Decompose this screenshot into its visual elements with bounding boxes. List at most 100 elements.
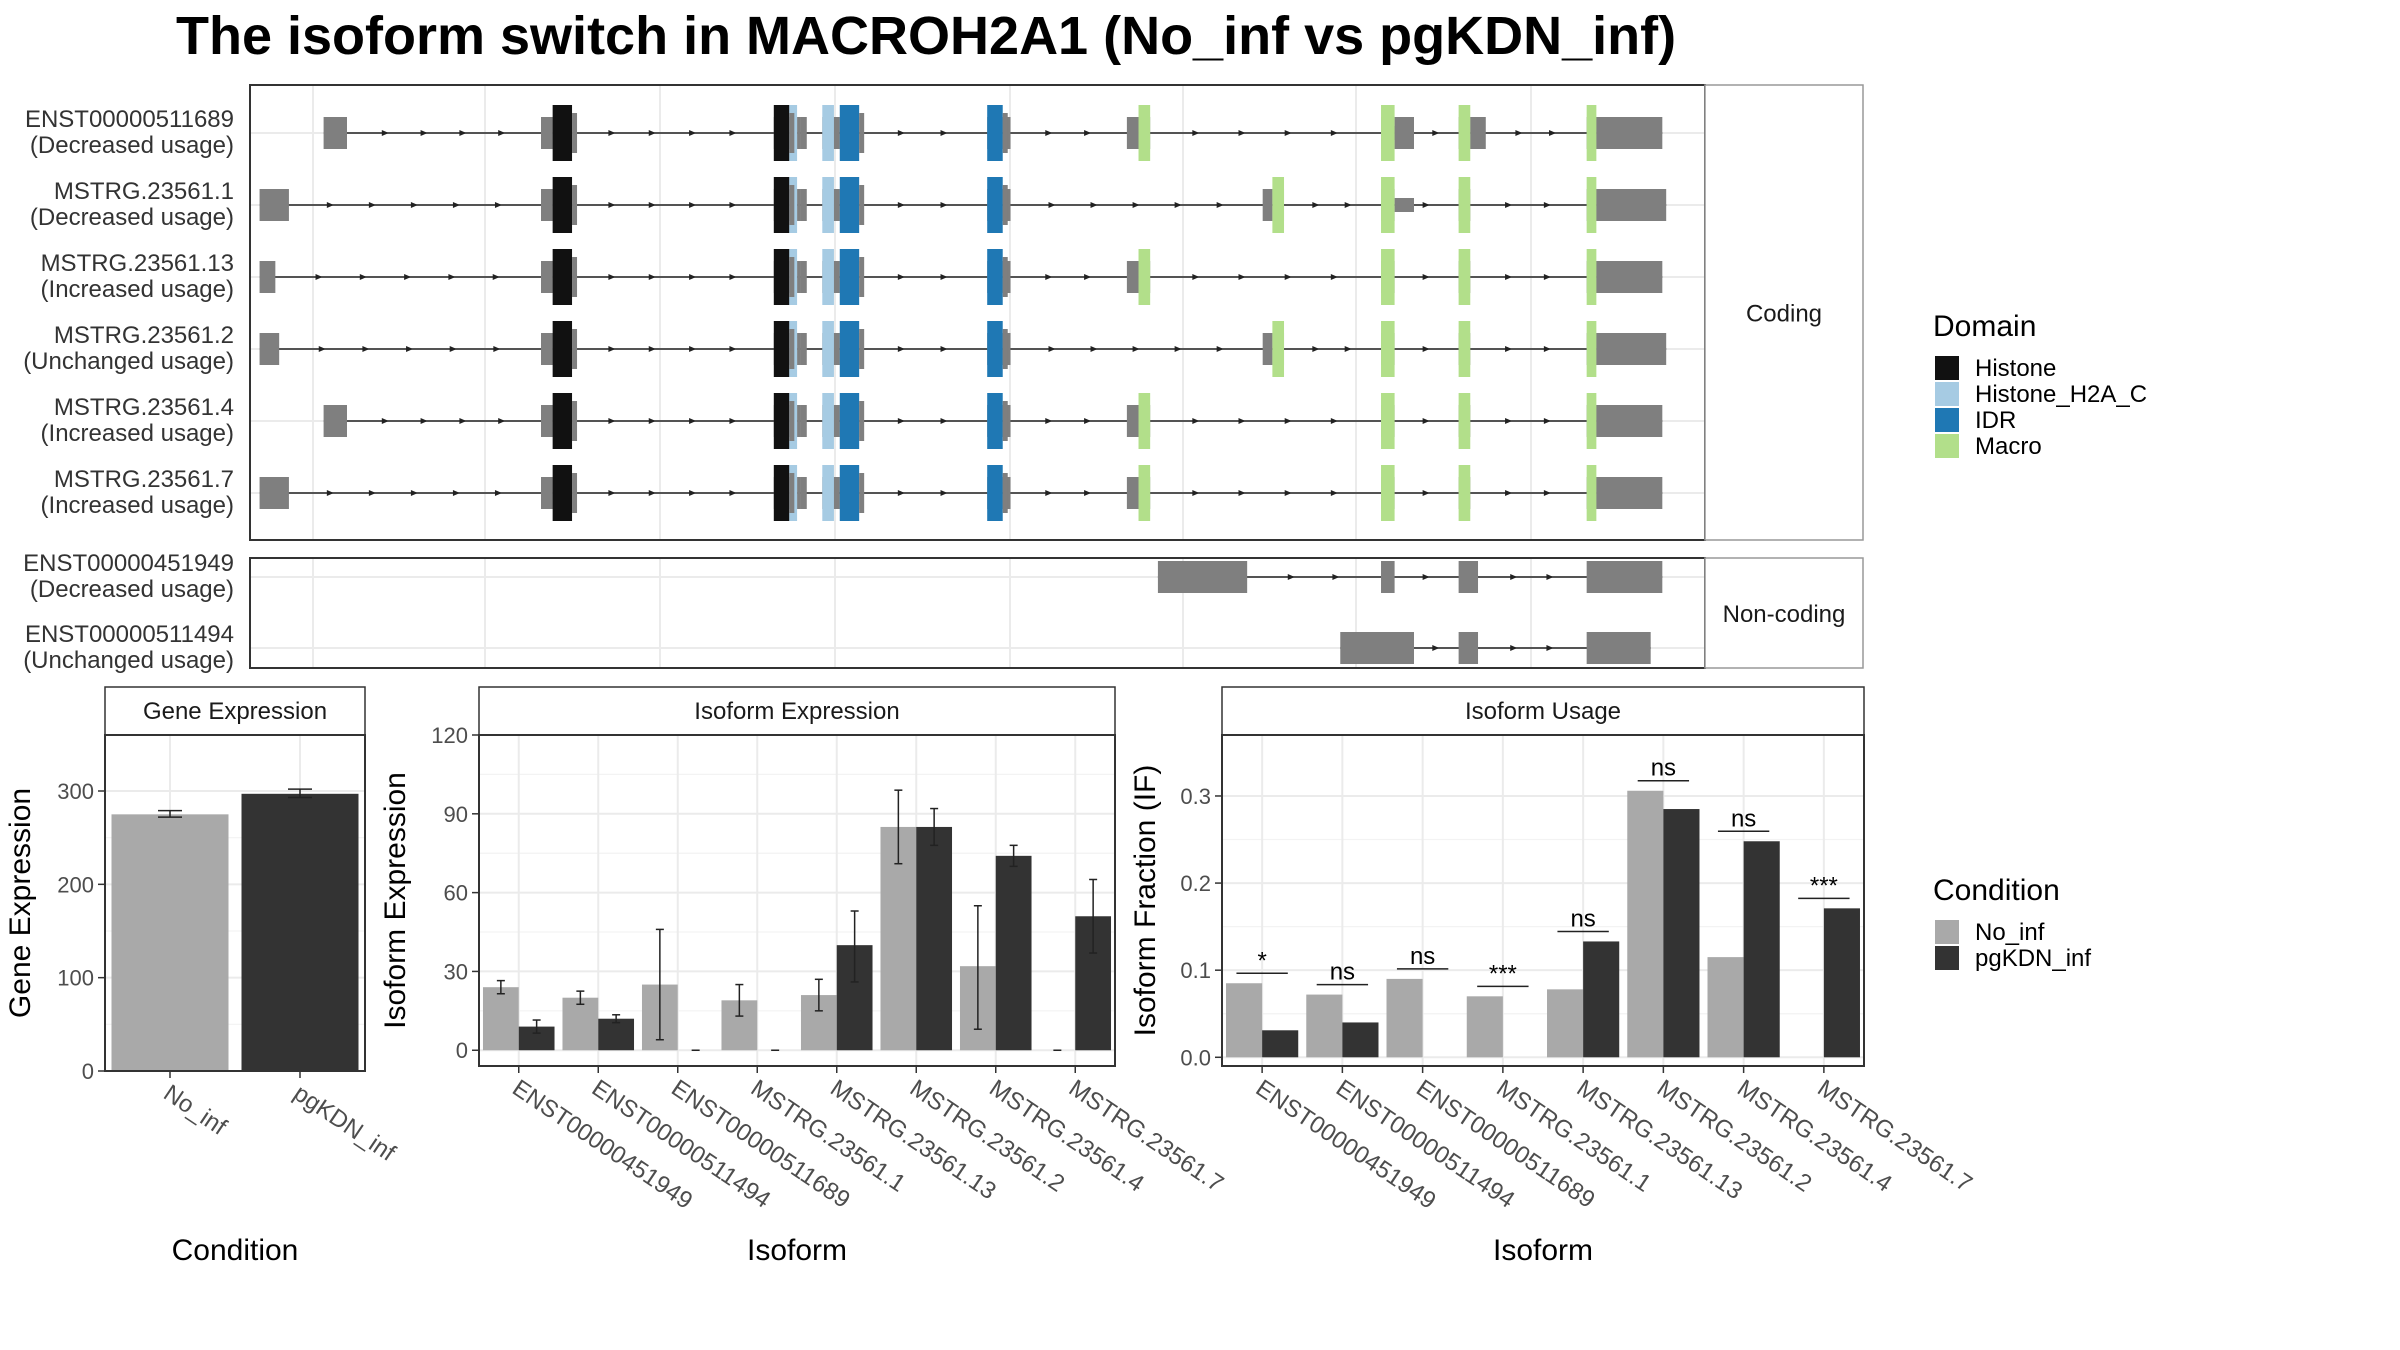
exon-block [1002, 257, 1008, 297]
exon-block [1002, 185, 1008, 225]
domain-legend-swatch [1935, 382, 1959, 406]
intron-arrow [1284, 490, 1292, 496]
y-axis-title: Isoform Fraction (IF) [1129, 765, 1162, 1037]
domain-legend-label: Histone [1975, 355, 2056, 382]
intron-arrow [689, 202, 697, 208]
utr-block [541, 270, 553, 284]
intron-arrow [608, 346, 616, 352]
isoform-row-name: ENST00000511689 [25, 106, 234, 133]
intron-arrow [1432, 130, 1440, 136]
intron-arrow [648, 346, 656, 352]
intron-arrow [608, 274, 616, 280]
intron-arrow [1330, 130, 1338, 136]
intron-arrow [1132, 202, 1140, 208]
significance-label: *** [1489, 960, 1517, 987]
isoform-row-usage: (Increased usage) [41, 276, 234, 303]
intron-arrow [410, 202, 418, 208]
exon-block [323, 117, 347, 149]
isoform-row-usage: (Unchanged usage) [23, 647, 234, 674]
intron-arrow [729, 490, 737, 496]
domain-block [987, 393, 1003, 449]
intron-arrow [1505, 274, 1513, 280]
condition-legend-title: Condition [1933, 874, 2060, 907]
utr-block [1394, 126, 1414, 140]
exon-block [572, 257, 578, 297]
intron-arrow [449, 346, 457, 352]
isoform-row-name: MSTRG.23561.4 [54, 394, 234, 421]
domain-legend-swatch [1935, 408, 1959, 432]
exon-block [259, 333, 280, 365]
intron-arrow [359, 274, 367, 280]
domain-block [1586, 393, 1597, 449]
domain-block [987, 465, 1003, 521]
gene-expression-chart: Gene Expression 0 100 200 300 No_inf pgKDN_inf… [4, 686, 400, 1267]
exon-block [572, 185, 578, 225]
exon-block [1126, 117, 1139, 149]
intron-arrow [1312, 202, 1320, 208]
intron-arrow [1505, 202, 1513, 208]
isoform-row-name: MSTRG.23561.7 [54, 466, 234, 493]
intron-arrow [1045, 274, 1053, 280]
intron-arrow [1330, 274, 1338, 280]
intron-arrow [492, 274, 500, 280]
intron-arrow [608, 202, 616, 208]
domain-legend-title: Domain [1933, 310, 2036, 343]
exon-block [859, 257, 865, 297]
domain-block [839, 249, 860, 305]
utr-block [541, 486, 553, 500]
domain-block [1586, 465, 1597, 521]
exon-block [1002, 329, 1008, 369]
bar [518, 1026, 555, 1051]
domain-block [987, 321, 1003, 377]
domain-block [773, 105, 790, 161]
intron-arrow [459, 130, 467, 136]
domain-block [822, 465, 834, 521]
domain-block [1586, 177, 1597, 233]
intron-arrow [448, 274, 456, 280]
significance-label: *** [1810, 872, 1838, 899]
isoform-row-name: ENST00000451949 [23, 550, 234, 577]
intron-arrow [729, 274, 737, 280]
y-tick-label: 0.3 [1180, 784, 1211, 809]
intron-arrow [1174, 346, 1182, 352]
exon-block [1596, 333, 1608, 365]
bar [111, 814, 229, 1071]
isoform-row-name: MSTRG.23561.13 [41, 250, 234, 277]
domain-block [1272, 177, 1285, 233]
intron-arrow [1090, 346, 1098, 352]
domain-block [1381, 465, 1395, 521]
domain-block [552, 321, 573, 377]
y-tick-label: 120 [431, 723, 468, 748]
chart-title: Isoform Expression [694, 698, 899, 725]
condition-legend-swatch [1935, 920, 1959, 944]
domain-block [1458, 249, 1471, 305]
intron-arrow [1048, 202, 1056, 208]
intron-arrow [897, 346, 905, 352]
isoform-row-name: ENST00000511494 [25, 621, 234, 648]
y-tick-label: 90 [444, 802, 468, 827]
intron-arrow [1048, 346, 1056, 352]
isoform-row-usage: (Unchanged usage) [23, 348, 234, 375]
significance-label: ns [1330, 959, 1355, 986]
domain-block [773, 249, 790, 305]
intron-arrow [1549, 130, 1557, 136]
exon-block [789, 185, 795, 225]
chart-frame [478, 734, 1116, 1067]
bar [1627, 790, 1664, 1058]
exon-block [1126, 477, 1139, 509]
intron-arrow [1238, 130, 1246, 136]
bar [1823, 908, 1860, 1058]
intron-arrow [1192, 274, 1200, 280]
structure-strip [1704, 84, 1864, 541]
intron-arrow [1216, 202, 1224, 208]
domain-block [822, 321, 834, 377]
exon-block [833, 261, 840, 293]
intron-arrow [459, 418, 467, 424]
utr-block [541, 198, 553, 212]
intron-arrow [452, 202, 460, 208]
intron-arrow [326, 490, 334, 496]
exon-block [800, 477, 807, 509]
chart-strip [478, 686, 1116, 736]
intron-arrow [1332, 574, 1340, 580]
